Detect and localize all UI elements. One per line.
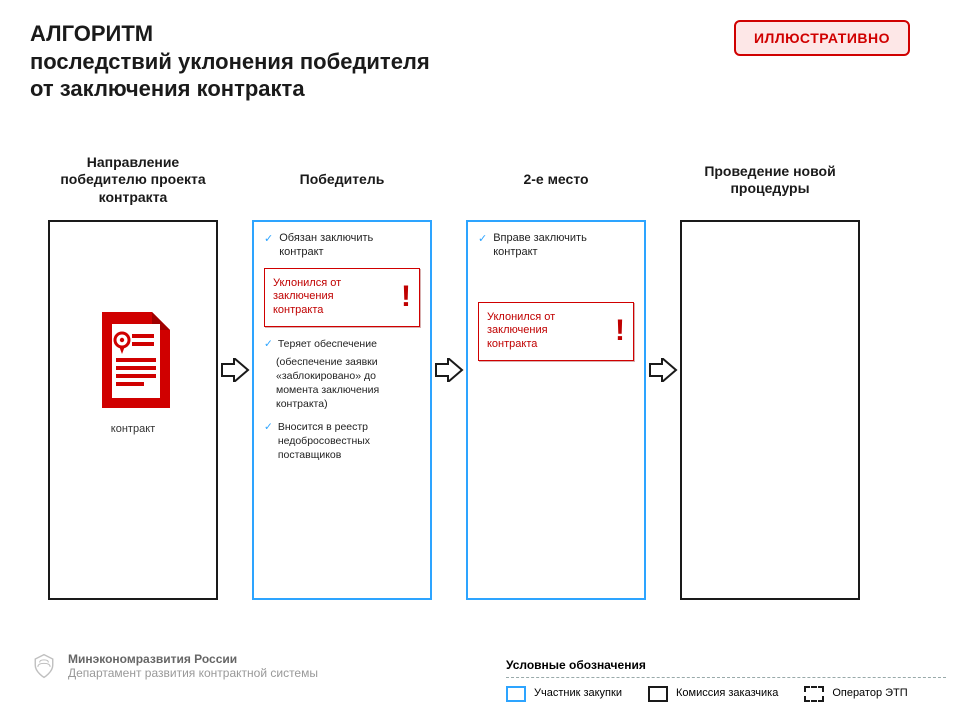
contract-document-icon: [92, 312, 174, 412]
stage-second-place: 2-е место ✓ Вправе заключить контракт Укл…: [466, 140, 646, 600]
added-to-registry: Вносится в реестр недобросовестных поста…: [278, 420, 420, 463]
check-icon: ✓: [478, 233, 487, 247]
stage-head-1: Направление победителю проекта контракта: [48, 140, 218, 220]
legend-operator-label: Оператор ЭТП: [832, 687, 907, 700]
second-evaded-text: Уклонился от заключения контракта: [487, 311, 555, 351]
second-may-sign: Вправе заключить контракт: [493, 232, 634, 260]
arrow-1: [218, 140, 252, 600]
legend-commission-label: Комиссия заказчика: [676, 687, 778, 700]
second-evaded-warning: Уклонился от заключения контракта !: [478, 302, 634, 361]
footer-line-2: Департамент развития контрактной системы: [68, 666, 318, 680]
legend-commission: Комиссия заказчика: [648, 686, 778, 702]
swatch-commission-icon: [648, 686, 668, 702]
swatch-participant-icon: [506, 686, 526, 702]
stage-box-1: контракт: [48, 220, 218, 600]
loses-security: Теряет обеспечение: [278, 337, 377, 351]
arrow-2: [432, 140, 466, 600]
stage-box-3: ✓ Вправе заключить контракт Уклонился от …: [466, 220, 646, 600]
legend-title: Условные обозначения: [506, 658, 946, 672]
winner-evaded-warning: Уклонился от заключения контракта !: [264, 268, 420, 327]
stage-head-2: Победитель: [296, 140, 389, 220]
stage-box-4: [680, 220, 860, 600]
check-icon: ✓: [264, 337, 273, 351]
emblem-icon: [30, 652, 58, 680]
check-icon: ✓: [264, 420, 273, 463]
illustrative-badge: ИЛЛЮСТРАТИВНО: [734, 20, 910, 56]
legend-separator: [506, 677, 946, 678]
winner-evaded-text: Уклонился от заключения контракта: [273, 277, 341, 317]
stage-head-4: Проведение новой процедуры: [680, 140, 860, 220]
footer-org: Минэкономразвития России Департамент раз…: [30, 652, 318, 680]
swatch-operator-icon: [804, 686, 824, 702]
stage-box-2: ✓ Обязан заключить контракт Уклонился от …: [252, 220, 432, 600]
legend-participant-label: Участник закупки: [534, 687, 622, 700]
stage-new-procedure: Проведение новой процедуры: [680, 140, 860, 600]
security-note: (обеспечение заявки «заблокировано» до м…: [276, 355, 420, 412]
check-icon: ✓: [264, 233, 273, 247]
stage-send-contract: Направление победителю проекта контракта: [48, 140, 218, 600]
legend: Условные обозначения Участник закупки Ко…: [506, 658, 946, 702]
exclamation-icon: !: [401, 282, 411, 312]
exclamation-icon: !: [615, 316, 625, 346]
arrow-3: [646, 140, 680, 600]
contract-caption: контракт: [92, 423, 174, 435]
legend-participant: Участник закупки: [506, 686, 622, 702]
flow-diagram: Направление победителю проекта контракта: [48, 140, 912, 610]
legend-operator: Оператор ЭТП: [804, 686, 907, 702]
winner-must-sign: Обязан заключить контракт: [279, 232, 420, 260]
footer-line-1: Минэкономразвития России: [68, 652, 318, 666]
stage-head-3: 2-е место: [519, 140, 592, 220]
page-title: АЛГОРИТМ последствий уклонения победител…: [30, 20, 530, 103]
stage-winner: Победитель ✓ Обязан заключить контракт Ук…: [252, 140, 432, 600]
